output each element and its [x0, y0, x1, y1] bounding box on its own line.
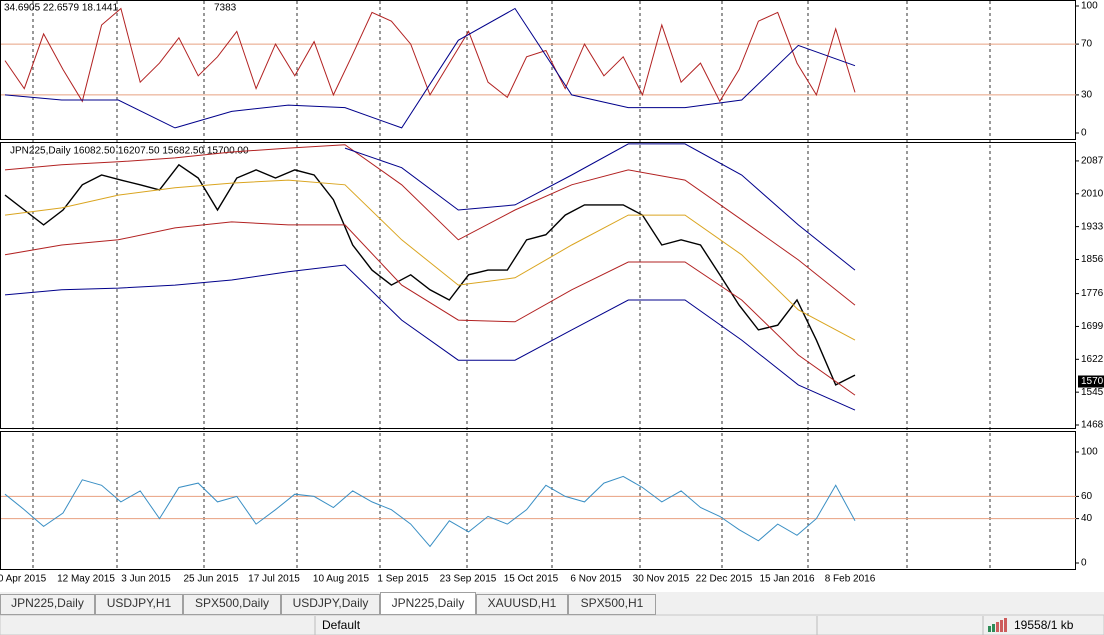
y-tick-label: 1933: [1081, 221, 1104, 232]
series-line: [4, 144, 856, 306]
x-axis-label: 10 Aug 2015: [313, 574, 370, 585]
x-axis-label: 6 Nov 2015: [570, 574, 622, 585]
y-tick-label: 0: [1081, 558, 1087, 569]
tab[interactable]: [183, 594, 281, 615]
tab-label[interactable]: SPX500,H1: [581, 596, 644, 610]
series-line: [344, 143, 856, 271]
connection-icon: [988, 618, 1007, 632]
x-axis-label: 12 May 2015: [57, 574, 115, 585]
series-line: [4, 475, 856, 548]
x-axis-label: 23 Sep 2015: [440, 574, 497, 585]
x-axis-label: 17 Jul 2015: [248, 574, 300, 585]
y-tick-label: 1622: [1081, 354, 1104, 365]
tab[interactable]: [568, 594, 656, 615]
series-line: [4, 264, 856, 411]
y-tick-label: 1699: [1081, 321, 1104, 332]
tab-label[interactable]: JPN225,Daily: [11, 596, 84, 610]
series-line: [4, 179, 856, 341]
y-tick-label: 100: [1081, 447, 1098, 458]
indicator-header-tail: 7383: [214, 3, 237, 14]
tab-label[interactable]: XAUUSD,H1: [488, 596, 557, 610]
price-header: JPN225,Daily 16082.50 16207.50 15682.50 …: [10, 146, 249, 157]
current-price-label: 1570: [1081, 376, 1104, 387]
oscillator-panel-frame: [0, 431, 1076, 570]
x-axis-label: 15 Jan 2016: [759, 574, 814, 585]
x-axis-label: 25 Jun 2015: [183, 574, 238, 585]
x-axis-label: 22 Dec 2015: [696, 574, 753, 585]
series-line: [4, 163, 856, 386]
series-line: [4, 221, 856, 396]
y-tick-label: 100: [1081, 1, 1098, 12]
series-line: [4, 7, 856, 103]
y-tick-label: 1545: [1081, 387, 1104, 398]
price-panel-frame: [0, 142, 1076, 429]
tab-label[interactable]: USDJPY,Daily: [293, 596, 369, 610]
x-axis-label: 8 Feb 2016: [825, 574, 876, 585]
y-tick-label: 0: [1081, 128, 1087, 139]
x-axis-label: 30 Nov 2015: [633, 574, 690, 585]
x-axis-label: 1 Sep 2015: [377, 574, 429, 585]
status-profile: Default: [322, 618, 361, 632]
status-bar: [0, 614, 1104, 635]
tab-active[interactable]: [380, 592, 476, 615]
x-axis-label: 0 Apr 2015: [0, 574, 47, 585]
y-tick-label: 2010: [1081, 188, 1104, 199]
y-tick-label: 30: [1081, 90, 1093, 101]
y-tick-label: 1468: [1081, 420, 1104, 431]
indicator-header: 34.6905 22.6579 18.1441: [4, 3, 118, 14]
tab[interactable]: [281, 594, 380, 615]
tab-label[interactable]: SPX500,Daily: [195, 596, 269, 610]
indicator-panel-frame: [0, 0, 1076, 140]
status-traffic: 19558/1 kb: [1014, 618, 1074, 632]
y-tick-label: 40: [1081, 513, 1093, 524]
series-line: [4, 7, 856, 129]
x-axis-label: 15 Oct 2015: [504, 574, 559, 585]
y-tick-label: 1856: [1081, 254, 1104, 265]
y-tick-label: 70: [1081, 39, 1093, 50]
y-tick-label: 2087: [1081, 156, 1104, 167]
tab[interactable]: [0, 594, 95, 615]
y-tick-label: 60: [1081, 491, 1093, 502]
y-tick-label: 1776: [1081, 288, 1104, 299]
current-price-box: [1078, 375, 1104, 388]
tab-label[interactable]: JPN225,Daily: [392, 596, 465, 610]
tab[interactable]: [95, 594, 183, 615]
x-axis-label: 3 Jun 2015: [121, 574, 171, 585]
tab-label[interactable]: USDJPY,H1: [107, 596, 172, 610]
tab[interactable]: [476, 594, 568, 615]
